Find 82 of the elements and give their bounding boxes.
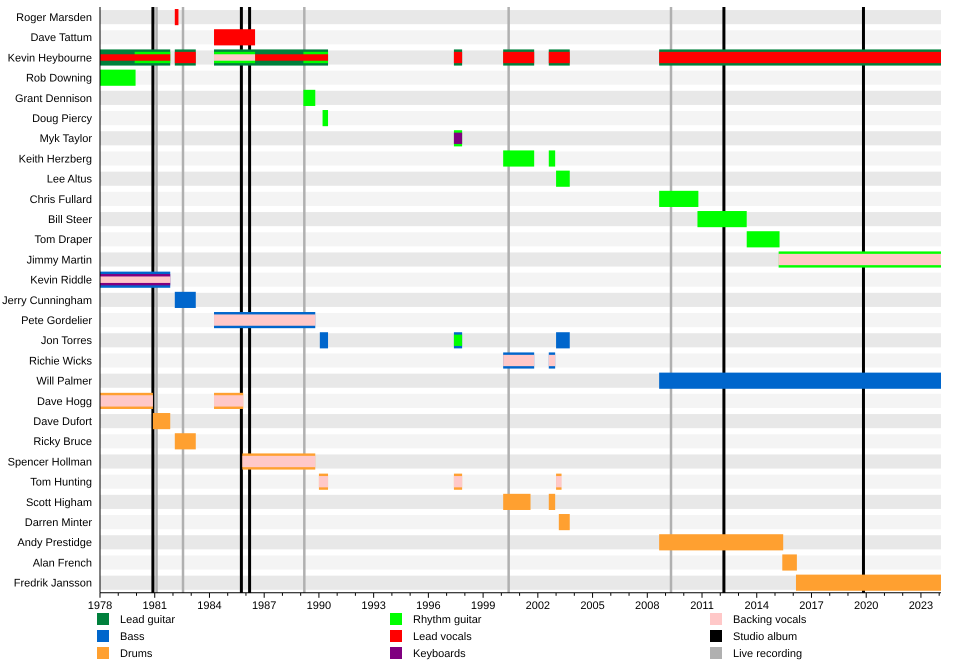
y-tick-label: Kevin Riddle — [30, 274, 92, 287]
y-tick-label: Richie Wicks — [29, 355, 92, 368]
x-tick-label: 2002 — [526, 600, 550, 612]
bar — [174, 9, 178, 26]
bar — [318, 476, 328, 488]
x-tick-label: 1987 — [252, 600, 276, 612]
y-tick-label: Jerry Cunningham — [2, 294, 92, 307]
bar — [548, 354, 556, 366]
x-tick-label: 2011 — [690, 600, 714, 612]
x-tick-label: 1999 — [470, 600, 496, 612]
bar — [548, 494, 556, 510]
y-tick-label: Will Palmer — [36, 376, 92, 388]
y-tick-label: Grant Dennison — [14, 92, 92, 105]
bar — [556, 170, 570, 187]
y-tick-label: Lee Altus — [46, 174, 92, 186]
x-tick-label: 1990 — [306, 600, 332, 612]
legend-label: Rhythm guitar — [413, 614, 482, 626]
x-tick-label: 2014 — [744, 600, 769, 612]
y-tick-label: Dave Tattum — [30, 32, 92, 44]
bar — [255, 54, 328, 61]
y-tick-label: Rob Downing — [26, 72, 92, 85]
y-tick-label: Ricky Bruce — [33, 436, 92, 448]
bar — [659, 190, 698, 207]
bar — [556, 476, 562, 488]
legend-label: Live recording — [733, 648, 802, 660]
x-tick-label: 1996 — [416, 600, 441, 612]
bar — [503, 494, 531, 510]
y-tick-label: Dave Hogg — [36, 396, 92, 408]
y-tick-label: Darren Minter — [24, 516, 92, 529]
x-tick-label: 2005 — [580, 600, 605, 612]
bar — [697, 211, 747, 228]
bar — [174, 433, 196, 450]
legend-label: Backing vocals — [733, 614, 807, 626]
legend-label: Keyboards — [413, 648, 466, 660]
legend-label: Lead guitar — [120, 614, 176, 626]
y-tick-label: Andy Prestidge — [17, 537, 92, 550]
bar — [556, 332, 570, 348]
bar — [174, 292, 196, 308]
bar — [152, 413, 170, 430]
legend-label: Lead vocals — [413, 630, 472, 643]
y-tick-label: Tom Hunting — [30, 476, 92, 489]
x-tick-label: 2008 — [635, 600, 660, 612]
y-tick-label: Jimmy Martin — [26, 254, 92, 266]
x-tick-label: 2020 — [854, 600, 878, 612]
y-tick-label: Scott Higham — [26, 496, 92, 509]
y-tick-label: Keith Herzberg — [18, 153, 92, 166]
legend-label: Bass — [120, 630, 145, 643]
y-tick-label: Roger Marsden — [16, 12, 92, 24]
x-tick-label: 1978 — [88, 600, 112, 612]
bar — [303, 90, 316, 106]
bar — [746, 231, 780, 248]
bar — [454, 476, 462, 488]
x-tick-label: 1981 — [142, 600, 167, 612]
bar — [796, 574, 941, 591]
x-tick-label: 1984 — [197, 600, 222, 612]
bar — [558, 514, 570, 530]
bar — [320, 332, 328, 348]
bar — [503, 150, 534, 167]
x-tick-label: 2023 — [908, 600, 934, 612]
x-tick-label: 1993 — [361, 600, 386, 612]
y-tick-label: Tom Draper — [34, 234, 92, 246]
x-tick-label: 2017 — [799, 600, 824, 612]
y-tick-label: Kevin Heybourne — [8, 52, 92, 64]
bar — [782, 554, 797, 571]
y-tick-label: Chris Fullard — [30, 194, 92, 206]
bar — [659, 534, 784, 550]
y-tick-label: Bill Steer — [48, 214, 92, 226]
bar — [454, 132, 462, 144]
legend-label: Drums — [120, 648, 153, 660]
legend-label: Studio album — [733, 630, 798, 643]
y-tick-label: Jon Torres — [40, 335, 92, 348]
y-tick-label: Spencer Hollman — [8, 456, 92, 468]
bar — [100, 70, 136, 86]
bar — [454, 52, 462, 64]
y-tick-label: Dave Dufort — [33, 416, 92, 428]
y-tick-label: Alan French — [32, 557, 92, 570]
bar — [214, 29, 256, 46]
bar — [322, 110, 328, 126]
y-tick-label: Myk Taylor — [40, 133, 92, 146]
y-tick-label: Pete Gordelier — [21, 314, 92, 327]
y-tick-label: Doug Piercy — [32, 112, 92, 125]
y-tick-label: Fredrik Jansson — [14, 578, 92, 590]
